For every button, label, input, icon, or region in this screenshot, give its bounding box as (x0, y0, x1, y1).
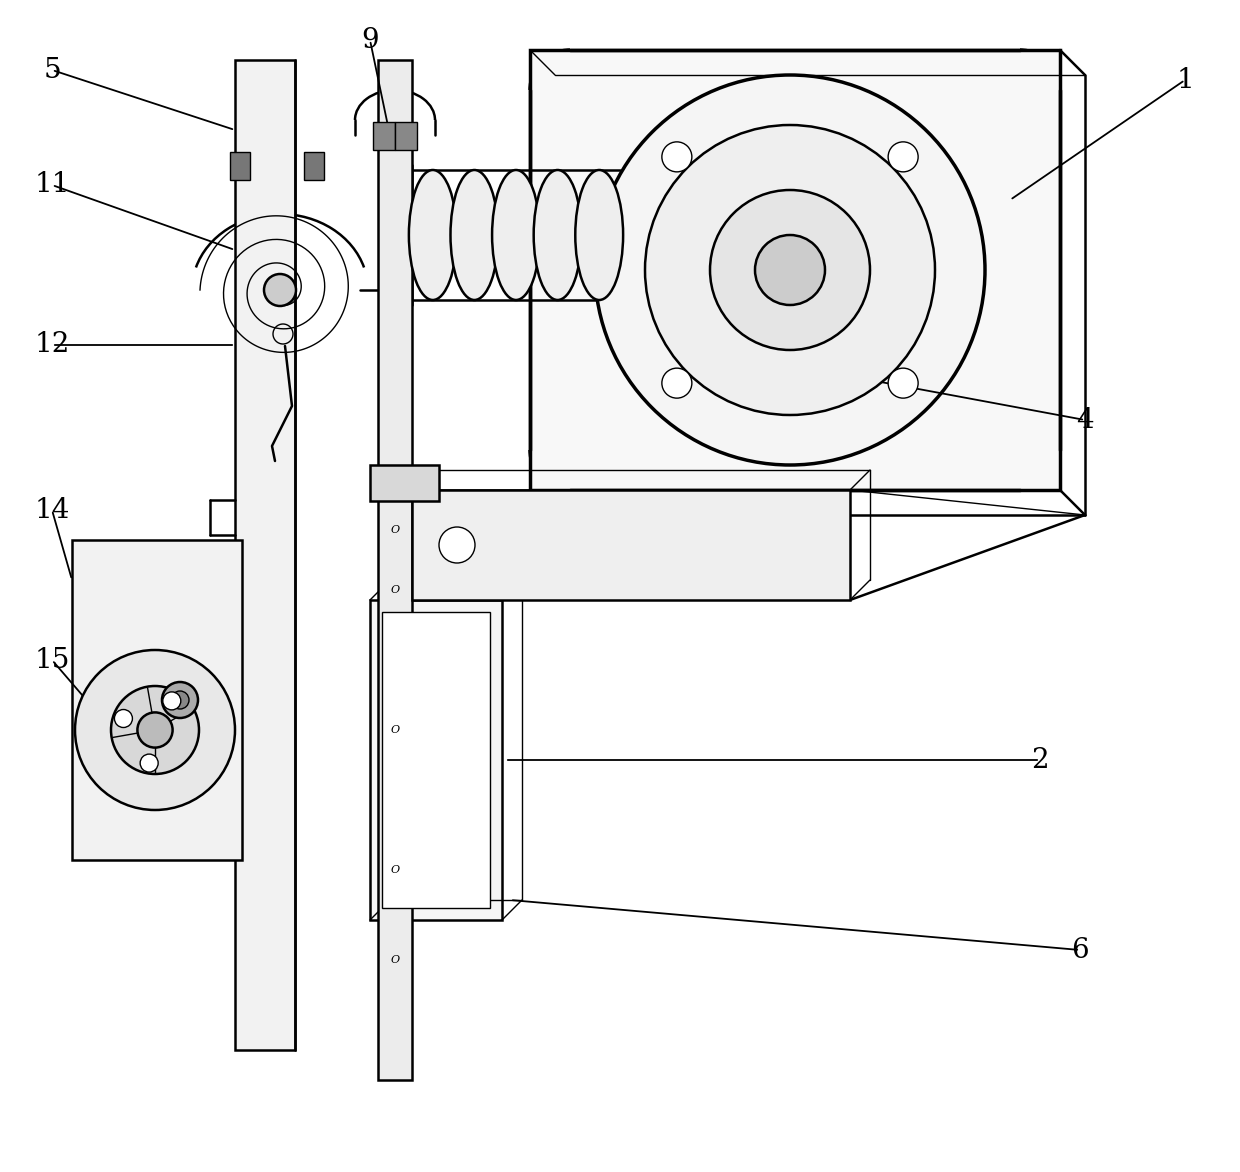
Text: 6: 6 (1071, 936, 1089, 963)
Text: 14: 14 (35, 497, 69, 524)
Circle shape (755, 236, 825, 305)
Bar (370, 600, 502, 920)
Bar (382, 612, 490, 908)
Ellipse shape (409, 170, 456, 300)
Bar (72, 540, 242, 860)
Circle shape (162, 682, 198, 718)
Bar (378, 60, 412, 1081)
Text: O: O (391, 725, 399, 735)
Text: 4: 4 (1076, 407, 1094, 434)
Circle shape (140, 754, 159, 772)
Bar (229, 152, 250, 180)
Circle shape (888, 368, 918, 398)
Ellipse shape (492, 170, 539, 300)
Text: O: O (391, 525, 399, 534)
Circle shape (264, 274, 296, 306)
Text: 12: 12 (35, 332, 69, 359)
Circle shape (162, 691, 181, 710)
Ellipse shape (450, 170, 498, 300)
Text: 15: 15 (35, 647, 69, 674)
Circle shape (645, 125, 935, 415)
Circle shape (888, 142, 918, 172)
Text: 1: 1 (1176, 67, 1194, 94)
Text: 5: 5 (43, 56, 61, 83)
Bar (304, 152, 324, 180)
Circle shape (662, 368, 692, 398)
Circle shape (114, 709, 133, 728)
Text: 2: 2 (1032, 747, 1049, 774)
Bar (412, 490, 849, 600)
Bar (236, 60, 295, 1050)
Circle shape (439, 527, 475, 563)
Circle shape (171, 691, 188, 709)
Circle shape (138, 713, 172, 748)
Circle shape (595, 75, 985, 465)
Circle shape (662, 142, 692, 172)
Circle shape (711, 190, 870, 350)
Text: 9: 9 (361, 27, 378, 54)
Text: O: O (391, 865, 399, 875)
Bar (373, 122, 396, 150)
Bar (529, 50, 1060, 490)
Text: O: O (391, 585, 399, 595)
Text: O: O (391, 955, 399, 965)
Bar (370, 465, 439, 500)
Bar (396, 122, 417, 150)
Circle shape (112, 686, 198, 774)
Ellipse shape (533, 170, 582, 300)
Text: 11: 11 (35, 171, 69, 198)
Circle shape (74, 650, 236, 810)
Ellipse shape (575, 170, 624, 300)
